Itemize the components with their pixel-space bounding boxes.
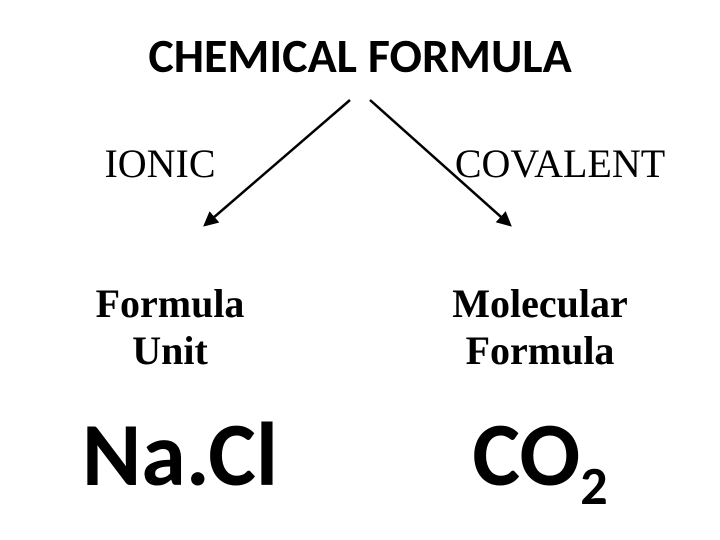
example-right-subscript: 2 <box>580 453 607 519</box>
example-nacl: Na.Cl <box>50 400 310 510</box>
example-left-text: Na.Cl <box>82 400 278 510</box>
subtype-right-line1: Molecular <box>452 281 628 326</box>
category-ionic-text: IONIC <box>104 141 215 186</box>
category-covalent: COVALENT <box>430 140 690 187</box>
subtype-left-line1: Formula <box>96 281 245 326</box>
example-co2: CO2 <box>430 400 650 519</box>
subtype-right-line2: Formula <box>466 328 615 373</box>
category-ionic: IONIC <box>80 140 240 187</box>
example-right-base: CO <box>472 400 580 510</box>
subtype-left-line2: Unit <box>132 328 208 373</box>
subtype-molecular-formula: Molecular Formula <box>420 280 660 374</box>
category-covalent-text: COVALENT <box>455 141 665 186</box>
subtype-formula-unit: Formula Unit <box>70 280 270 374</box>
